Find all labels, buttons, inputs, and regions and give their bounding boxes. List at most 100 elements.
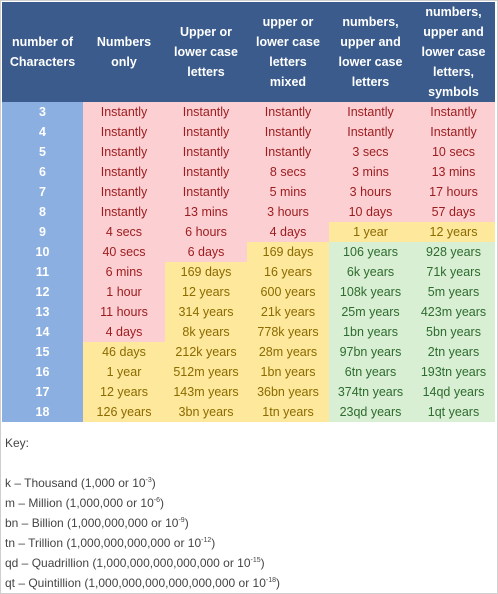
key-item-exponent: -12: [201, 537, 212, 544]
character-count-cell: 3: [2, 102, 83, 122]
table-row: 15 46 days 212k years 28m years 97bn years 2t…: [2, 342, 495, 362]
crack-time-cell: 3 mins: [329, 162, 412, 182]
crack-time-cell: Instantly: [83, 202, 165, 222]
crack-time-cell: 40 secs: [83, 242, 165, 262]
key-title: Key:: [5, 436, 30, 450]
crack-time-cell: 1bn years: [329, 322, 412, 342]
crack-time-cell: Instantly: [165, 162, 247, 182]
crack-time-cell: 928 years: [412, 242, 495, 262]
table-row: 10 40 secs 6 days 169 days 106 years 928 year…: [2, 242, 495, 262]
character-count-cell: 18: [2, 402, 83, 422]
header-case-mixed: upper or lower case letters mixed: [247, 2, 329, 102]
crack-time-cell: 10 secs: [412, 142, 495, 162]
character-count-cell: 15: [2, 342, 83, 362]
crack-time-cell: 13 mins: [412, 162, 495, 182]
crack-time-cell: 25m years: [329, 302, 412, 322]
character-count-cell: 4: [2, 122, 83, 142]
crack-time-cell: 314 years: [165, 302, 247, 322]
table-row: 5 Instantly Instantly Instantly 3 secs 10 sec…: [2, 142, 495, 162]
crack-time-cell: 143m years: [165, 382, 247, 402]
crack-time-cell: Instantly: [412, 102, 495, 122]
crack-time-cell: 36bn years: [247, 382, 329, 402]
crack-time-cell: Instantly: [83, 102, 165, 122]
crack-time-cell: 6 days: [165, 242, 247, 262]
crack-time-cell: 3 hours: [247, 202, 329, 222]
crack-time-cell: 1tn years: [247, 402, 329, 422]
crack-time-cell: 5 mins: [247, 182, 329, 202]
crack-time-cell: 1bn years: [247, 362, 329, 382]
crack-time-cell: 71k years: [412, 262, 495, 282]
key-item: m – Million (1,000,000 or 10-6): [5, 493, 495, 513]
table-row: 18 126 years 3bn years 1tn years 23qd years 1…: [2, 402, 495, 422]
character-count-cell: 7: [2, 182, 83, 202]
key-item-exponent: -6: [153, 497, 160, 504]
character-count-cell: 11: [2, 262, 83, 282]
table-row: 16 1 year 512m years 1bn years 6tn years 193t…: [2, 362, 495, 382]
crack-time-cell: 1 year: [83, 362, 165, 382]
character-count-cell: 10: [2, 242, 83, 262]
crack-time-cell: Instantly: [83, 142, 165, 162]
header-number-of-characters: number of Characters: [2, 2, 83, 102]
crack-time-cell: 21k years: [247, 302, 329, 322]
crack-time-cell: 8k years: [165, 322, 247, 342]
crack-time-cell: 6 mins: [83, 262, 165, 282]
crack-time-cell: 126 years: [83, 402, 165, 422]
crack-time-cell: Instantly: [83, 182, 165, 202]
character-count-cell: 6: [2, 162, 83, 182]
key-list: k – Thousand (1,000 or 10-3) m – Million …: [5, 473, 495, 593]
crack-time-cell: Instantly: [247, 122, 329, 142]
key-item-exponent: -18: [265, 577, 276, 584]
crack-time-cell: 374tn years: [329, 382, 412, 402]
crack-time-cell: Instantly: [247, 142, 329, 162]
character-count-cell: 12: [2, 282, 83, 302]
key-item: bn – Billion (1,000,000,000 or 10-9): [5, 513, 495, 533]
table-row: 3 Instantly Instantly Instantly Instantly Ins…: [2, 102, 495, 122]
key-legend: Key: k – Thousand (1,000 or 10-3) m – Mil…: [5, 433, 495, 593]
crack-time-cell: 14qd years: [412, 382, 495, 402]
crack-time-cell: Instantly: [329, 122, 412, 142]
character-count-cell: 8: [2, 202, 83, 222]
key-item: qt – Quintillion (1,000,000,000,000,000,…: [5, 573, 495, 593]
crack-time-cell: 4 secs: [83, 222, 165, 242]
key-item-text: k – Thousand (1,000 or 10: [5, 476, 146, 490]
crack-time-cell: 512m years: [165, 362, 247, 382]
key-item-exponent: -15: [250, 557, 261, 564]
table-body: 3 Instantly Instantly Instantly Instantly Ins…: [2, 102, 495, 422]
crack-time-cell: 4 days: [83, 322, 165, 342]
crack-time-cell: 8 secs: [247, 162, 329, 182]
crack-time-cell: 23qd years: [329, 402, 412, 422]
crack-time-cell: 16 years: [247, 262, 329, 282]
crack-time-cell: 28m years: [247, 342, 329, 362]
crack-time-cell: Instantly: [165, 122, 247, 142]
crack-time-cell: Instantly: [165, 182, 247, 202]
crack-time-cell: 6 hours: [165, 222, 247, 242]
key-item-text: qt – Quintillion (1,000,000,000,000,000,…: [5, 576, 266, 590]
key-item-tail: ): [159, 496, 164, 510]
crack-time-cell: 423m years: [412, 302, 495, 322]
table-row: 6 Instantly Instantly 8 secs 3 mins 13 mins: [2, 162, 495, 182]
key-item-tail: ): [211, 536, 216, 550]
table-row: 11 6 mins 169 days 16 years 6k years 71k year…: [2, 262, 495, 282]
crack-time-cell: 12 years: [83, 382, 165, 402]
crack-time-cell: 2tn years: [412, 342, 495, 362]
key-item-text: bn – Billion (1,000,000,000 or 10: [5, 516, 179, 530]
table-row: 13 11 hours 314 years 21k years 25m years 423…: [2, 302, 495, 322]
crack-time-cell: 106 years: [329, 242, 412, 262]
crack-time-table: number of Characters Numbers only Upper …: [2, 2, 495, 422]
crack-time-cell: Instantly: [329, 102, 412, 122]
key-item-exponent: -9: [178, 517, 185, 524]
key-item-tail: ): [151, 476, 156, 490]
character-count-cell: 5: [2, 142, 83, 162]
crack-time-cell: 4 days: [247, 222, 329, 242]
key-item-text: tn – Trillion (1,000,000,000,000 or 10: [5, 536, 202, 550]
key-item-text: m – Million (1,000,000 or 10: [5, 496, 154, 510]
crack-time-cell: 1 hour: [83, 282, 165, 302]
table-row: 4 Instantly Instantly Instantly Instantly Ins…: [2, 122, 495, 142]
crack-time-cell: 12 years: [412, 222, 495, 242]
key-item-exponent: -3: [145, 477, 152, 484]
crack-time-cell: 6k years: [329, 262, 412, 282]
crack-time-cell: Instantly: [83, 162, 165, 182]
crack-time-cell: 10 days: [329, 202, 412, 222]
crack-time-cell: 5m years: [412, 282, 495, 302]
